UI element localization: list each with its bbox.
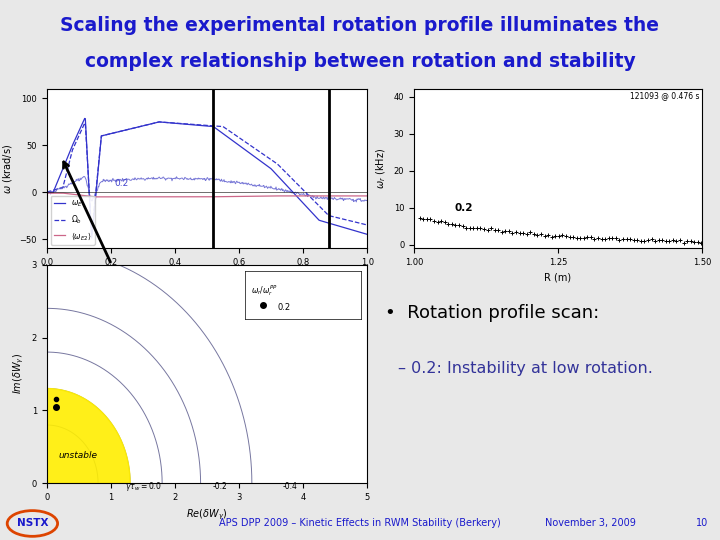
Y-axis label: $Im(\delta W_\gamma)$: $Im(\delta W_\gamma)$	[12, 353, 26, 395]
Y-axis label: $\omega_r$ (kHz): $\omega_r$ (kHz)	[374, 148, 388, 190]
Text: NSTX: NSTX	[17, 518, 48, 529]
Polygon shape	[47, 389, 130, 483]
Text: 121093 @ 0.476 s: 121093 @ 0.476 s	[629, 91, 699, 100]
Text: 0.2: 0.2	[454, 204, 473, 213]
Text: -0.2: -0.2	[212, 482, 228, 491]
Legend: $\omega_E$, $\Omega_b$, $\langle\omega_{E2}\rangle$: $\omega_E$, $\Omega_b$, $\langle\omega_{…	[50, 196, 95, 245]
Text: complex relationship between rotation and stability: complex relationship between rotation an…	[85, 52, 635, 71]
Text: 0.2: 0.2	[114, 179, 128, 187]
Text: •  Rotation profile scan:: • Rotation profile scan:	[384, 304, 599, 322]
Text: Scaling the experimental rotation profile illuminates the: Scaling the experimental rotation profil…	[60, 16, 660, 35]
Text: 10: 10	[696, 518, 708, 529]
Text: -0.4: -0.4	[283, 482, 298, 491]
Y-axis label: $\omega$ (krad/s): $\omega$ (krad/s)	[1, 144, 14, 194]
Text: $\gamma\tau_w = 0.0$: $\gamma\tau_w = 0.0$	[125, 480, 161, 493]
Text: November 3, 2009: November 3, 2009	[545, 518, 636, 529]
X-axis label: $Re(\delta W_\gamma)$: $Re(\delta W_\gamma)$	[186, 508, 228, 522]
Text: unstable: unstable	[58, 451, 97, 460]
Text: APS DPP 2009 – Kinetic Effects in RWM Stability (Berkery): APS DPP 2009 – Kinetic Effects in RWM St…	[219, 518, 501, 529]
X-axis label: R (m): R (m)	[544, 273, 572, 282]
X-axis label: $\Psi/\Psi_1$: $\Psi/\Psi_1$	[195, 273, 219, 287]
Text: – 0.2: Instability at low rotation.: – 0.2: Instability at low rotation.	[398, 361, 653, 376]
